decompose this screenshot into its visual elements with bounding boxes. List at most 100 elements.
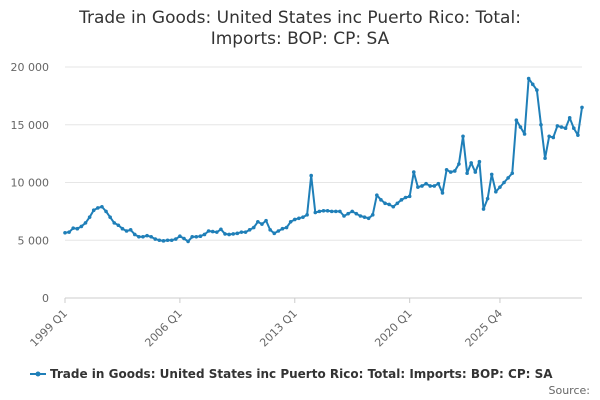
data-point[interactable] [215,230,219,234]
data-point[interactable] [543,156,547,161]
data-point[interactable] [186,239,190,244]
data-point[interactable] [444,167,449,172]
data-point[interactable] [403,195,408,200]
data-point[interactable] [518,125,523,129]
data-point[interactable] [178,234,182,239]
data-point[interactable] [362,215,367,219]
data-point[interactable] [329,209,334,214]
data-point[interactable] [165,238,170,243]
data-point[interactable] [79,224,84,229]
data-point[interactable] [350,209,355,214]
data-point[interactable] [182,236,186,241]
data-point[interactable] [473,170,478,174]
data-point[interactable] [571,126,576,131]
data-point[interactable] [301,215,305,219]
data-point[interactable] [428,184,432,188]
data-point[interactable] [461,134,465,139]
data-point[interactable] [416,185,420,189]
data-point[interactable] [100,204,104,209]
data-point[interactable] [112,221,117,225]
data-point[interactable] [354,211,359,216]
data-point[interactable] [108,215,112,219]
data-point[interactable] [375,193,379,197]
data-point[interactable] [539,122,543,127]
data-point[interactable] [576,133,580,137]
data-point[interactable] [280,226,285,231]
data-point[interactable] [194,234,199,239]
data-point[interactable] [264,218,268,223]
data-point[interactable] [219,227,223,232]
data-point[interactable] [469,161,474,165]
data-point[interactable] [383,201,387,206]
data-point[interactable] [251,225,256,230]
data-point[interactable] [87,215,92,219]
data-point[interactable] [510,171,515,176]
data-point[interactable] [358,214,363,218]
data-point[interactable] [223,232,227,236]
data-point[interactable] [173,237,178,241]
data-point[interactable] [580,105,584,110]
data-point[interactable] [190,234,194,239]
data-point[interactable] [407,194,412,199]
data-point[interactable] [256,219,260,224]
data-point[interactable] [128,228,133,232]
data-point[interactable] [276,229,281,233]
data-point[interactable] [436,181,441,186]
data-point[interactable] [399,198,404,202]
data-point[interactable] [145,233,149,238]
data-point[interactable] [161,239,166,243]
data-point[interactable] [387,202,391,207]
data-point[interactable] [141,234,145,239]
data-point[interactable] [272,231,277,236]
data-point[interactable] [91,208,96,213]
data-point[interactable] [124,229,129,233]
data-point[interactable] [530,82,535,87]
data-point[interactable] [309,173,313,178]
data-point[interactable] [514,118,519,122]
data-point[interactable] [535,88,539,92]
data-point[interactable] [202,232,207,237]
data-point[interactable] [522,132,527,136]
data-point[interactable] [239,230,244,234]
data-point[interactable] [132,232,137,237]
data-point[interactable] [370,213,375,217]
data-point[interactable] [547,134,551,139]
data-point[interactable] [260,222,264,226]
data-point[interactable] [247,228,252,232]
data-point[interactable] [120,226,125,231]
data-point[interactable] [424,181,428,186]
data-point[interactable] [395,201,400,206]
data-point[interactable] [297,216,301,221]
data-point[interactable] [453,169,457,173]
data-point[interactable] [305,213,309,217]
data-point[interactable] [567,116,572,120]
data-point[interactable] [268,228,272,232]
data-point[interactable] [334,209,338,214]
data-point[interactable] [551,135,556,140]
data-point[interactable] [206,229,211,233]
data-point[interactable] [243,230,248,234]
data-point[interactable] [317,209,322,214]
data-point[interactable] [169,238,174,243]
data-point[interactable] [346,211,350,216]
data-point[interactable] [477,159,482,164]
data-point[interactable] [498,185,502,189]
data-point[interactable] [502,180,506,185]
data-point[interactable] [481,207,486,211]
data-point[interactable] [506,176,510,180]
data-point[interactable] [235,231,240,236]
data-point[interactable] [292,217,297,222]
data-point[interactable] [485,196,490,201]
data-point[interactable] [210,229,215,234]
data-point[interactable] [288,219,293,224]
data-point[interactable] [411,170,416,174]
data-point[interactable] [494,189,498,194]
data-point[interactable] [71,226,76,230]
data-point[interactable] [325,209,330,213]
data-point[interactable] [465,171,469,176]
data-point[interactable] [420,184,424,188]
data-point[interactable] [555,124,560,128]
series-imports[interactable] [63,76,584,244]
data-point[interactable] [198,234,203,239]
data-point[interactable] [489,172,494,177]
